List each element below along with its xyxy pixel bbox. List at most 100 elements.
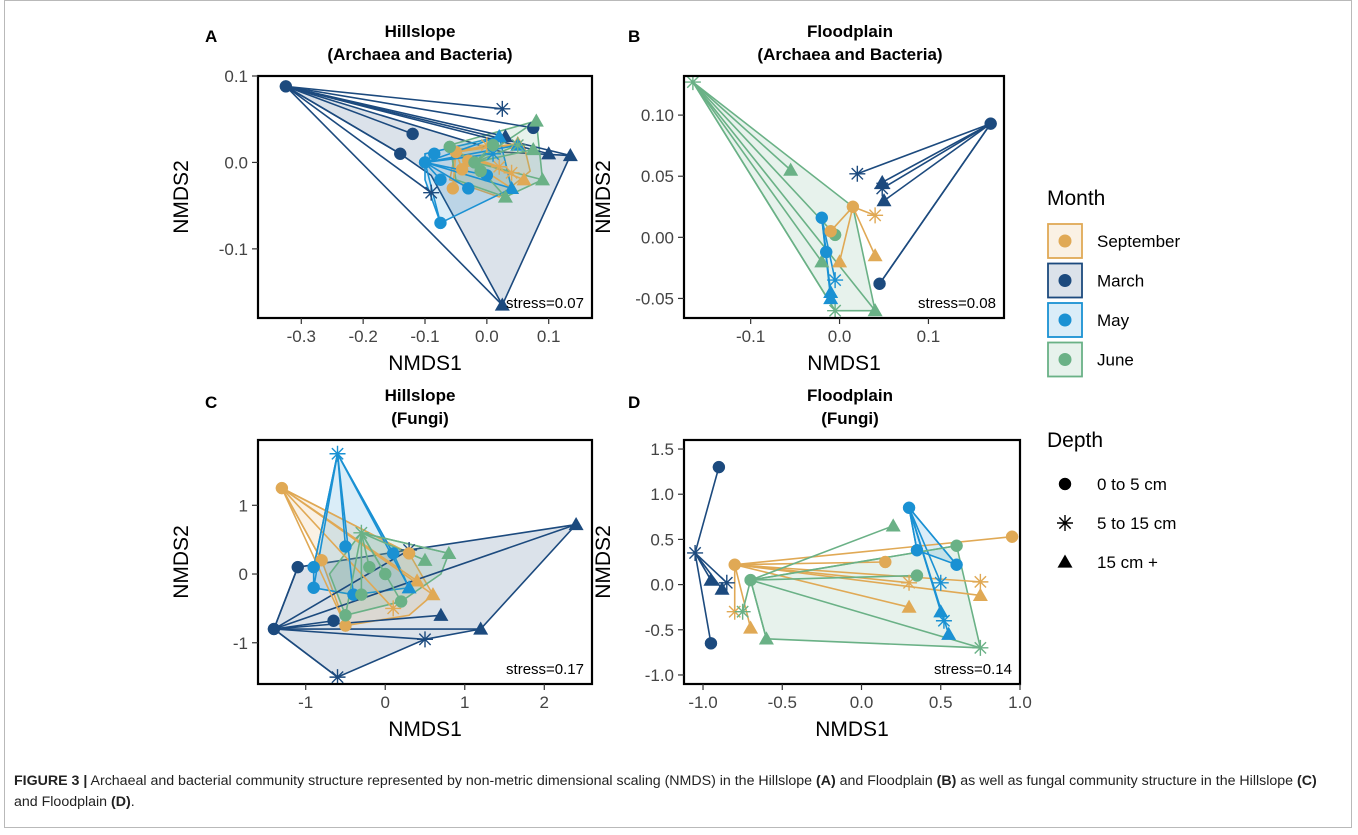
legend-label: 0 to 5 cm	[1097, 475, 1167, 494]
y-tick-label: 0.5	[650, 530, 674, 549]
data-point	[307, 581, 320, 595]
y-tick-label: -0.05	[635, 289, 674, 308]
series-line	[285, 85, 503, 110]
data-point	[406, 127, 419, 141]
series-line	[881, 122, 992, 184]
data-point	[491, 129, 507, 143]
points-group	[684, 76, 997, 318]
x-tick-label: -0.5	[768, 693, 797, 712]
series-line	[881, 122, 992, 190]
series-line	[749, 579, 768, 640]
data-point	[386, 547, 400, 560]
series-line	[285, 85, 413, 135]
data-point	[867, 303, 883, 317]
stress-label: stress=0.14	[934, 661, 1012, 678]
x-tick-label: 0	[381, 693, 390, 712]
series-line	[692, 81, 876, 312]
y-tick-label: 1.0	[650, 485, 674, 504]
legend-item-march: March	[1047, 262, 1144, 299]
y-tick-label: 0.00	[641, 228, 674, 247]
caption-text: and Floodplain	[14, 794, 112, 810]
y-axis-label: NMDS2	[592, 160, 615, 234]
data-point	[279, 80, 293, 93]
legend-swatch	[1047, 341, 1083, 378]
series-line	[474, 161, 543, 181]
panel-title: Hillslope	[385, 386, 456, 405]
panel-subtitle: (Fungi)	[391, 409, 449, 428]
x-tick-label: 0.0	[475, 327, 499, 346]
points-group	[687, 460, 1019, 656]
data-point	[441, 545, 457, 560]
data-point	[873, 277, 886, 291]
series-line	[281, 487, 323, 561]
y-tick-label: -0.1	[219, 240, 248, 259]
series-line	[285, 85, 503, 306]
data-point	[329, 445, 346, 462]
data-point	[267, 622, 281, 636]
series-line	[424, 144, 518, 164]
data-point	[504, 180, 520, 194]
legend-item-june: June	[1047, 341, 1134, 378]
data-point	[473, 621, 489, 635]
x-axis-label: NMDS1	[388, 718, 462, 741]
data-point	[783, 162, 799, 176]
data-point	[541, 146, 557, 160]
data-point	[535, 172, 551, 186]
series-line	[694, 552, 723, 590]
data-point	[832, 254, 848, 268]
data-point	[827, 302, 844, 318]
series-line	[692, 81, 792, 171]
series-line	[273, 566, 299, 630]
x-tick-label: -0.2	[348, 327, 377, 346]
plot-frame	[682, 74, 1006, 320]
data-point	[474, 164, 487, 178]
y-axis-label: NMDS2	[170, 525, 193, 599]
caption-text: Archaeal and bacterial community structu…	[87, 773, 816, 789]
y-tick-label: 0.05	[641, 167, 674, 186]
data-point	[486, 138, 500, 152]
caption-text: .	[130, 794, 135, 810]
data-point	[428, 147, 441, 161]
data-point	[846, 200, 860, 214]
data-point	[687, 544, 704, 561]
series-line	[908, 507, 942, 584]
data-point	[827, 272, 844, 289]
y-tick-label: 0.10	[641, 106, 674, 125]
data-point	[562, 148, 578, 162]
x-tick-label: -0.3	[287, 327, 316, 346]
y-tick-label: 1.5	[650, 440, 674, 459]
data-point	[401, 580, 417, 594]
data-point	[491, 158, 508, 175]
series-line	[838, 206, 854, 262]
data-point	[823, 290, 839, 305]
series-line	[750, 574, 918, 581]
panel-letter: D	[628, 393, 640, 412]
data-point	[684, 76, 701, 91]
caption-text: and Floodplain	[835, 773, 937, 789]
series-line	[750, 525, 894, 581]
data-point	[378, 567, 392, 581]
y-tick-label: 0.0	[224, 153, 248, 172]
series-line	[361, 532, 450, 555]
series-line	[281, 487, 347, 626]
series-line	[857, 122, 991, 175]
series-line	[424, 161, 512, 190]
data-point	[329, 669, 346, 684]
caption-text: as well as fungal community structure in…	[956, 773, 1297, 789]
x-tick-label: 1	[460, 693, 469, 712]
data-point	[528, 113, 544, 127]
legend-item-september: September	[1047, 223, 1180, 259]
series-line	[908, 507, 958, 566]
series-line	[692, 81, 836, 312]
figure-caption: FIGURE 3 | Archaeal and bacterial commun…	[14, 771, 1344, 813]
x-tick-label: -1	[298, 693, 313, 712]
legend: Month September March May June Depth 0 to 5 cm…	[1047, 187, 1180, 572]
y-tick-label: -1.0	[645, 666, 674, 685]
data-point	[902, 501, 916, 515]
data-point	[941, 626, 957, 640]
figure-canvas: A Hillslope (Archaea and Bacteria) -0.3 -0.2…	[170, 22, 1180, 741]
x-tick-label: 1.0	[1008, 693, 1032, 712]
data-point	[824, 224, 837, 238]
data-point	[901, 599, 917, 613]
data-point	[434, 173, 447, 186]
